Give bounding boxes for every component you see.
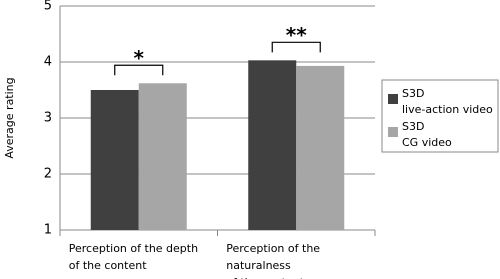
bar [248, 60, 297, 230]
y-tick-label: 4 [44, 55, 52, 70]
significance-bracket [114, 64, 164, 76]
y-axis-label: Average rating [3, 77, 16, 158]
x-tick-label: Perception of the naturalness of the con… [226, 242, 321, 279]
legend-swatch [388, 127, 398, 137]
significance-label: ** [286, 23, 307, 47]
y-tick-label: 5 [44, 0, 52, 14]
legend-swatch [388, 94, 398, 104]
legend-box [381, 79, 499, 153]
y-tick-label: 3 [44, 111, 52, 126]
bar [138, 83, 187, 230]
significance-label: * [134, 46, 145, 70]
y-tick-label: 2 [44, 167, 52, 182]
x-tick-label: Perception of the depth of the content [68, 242, 199, 272]
bar [90, 90, 139, 230]
y-tick-label: 1 [44, 223, 52, 238]
legend-label: S3D CG video [402, 120, 452, 149]
significance-bracket [271, 41, 321, 53]
bar [296, 65, 345, 230]
legend-label: S3D live-action video [402, 87, 493, 116]
